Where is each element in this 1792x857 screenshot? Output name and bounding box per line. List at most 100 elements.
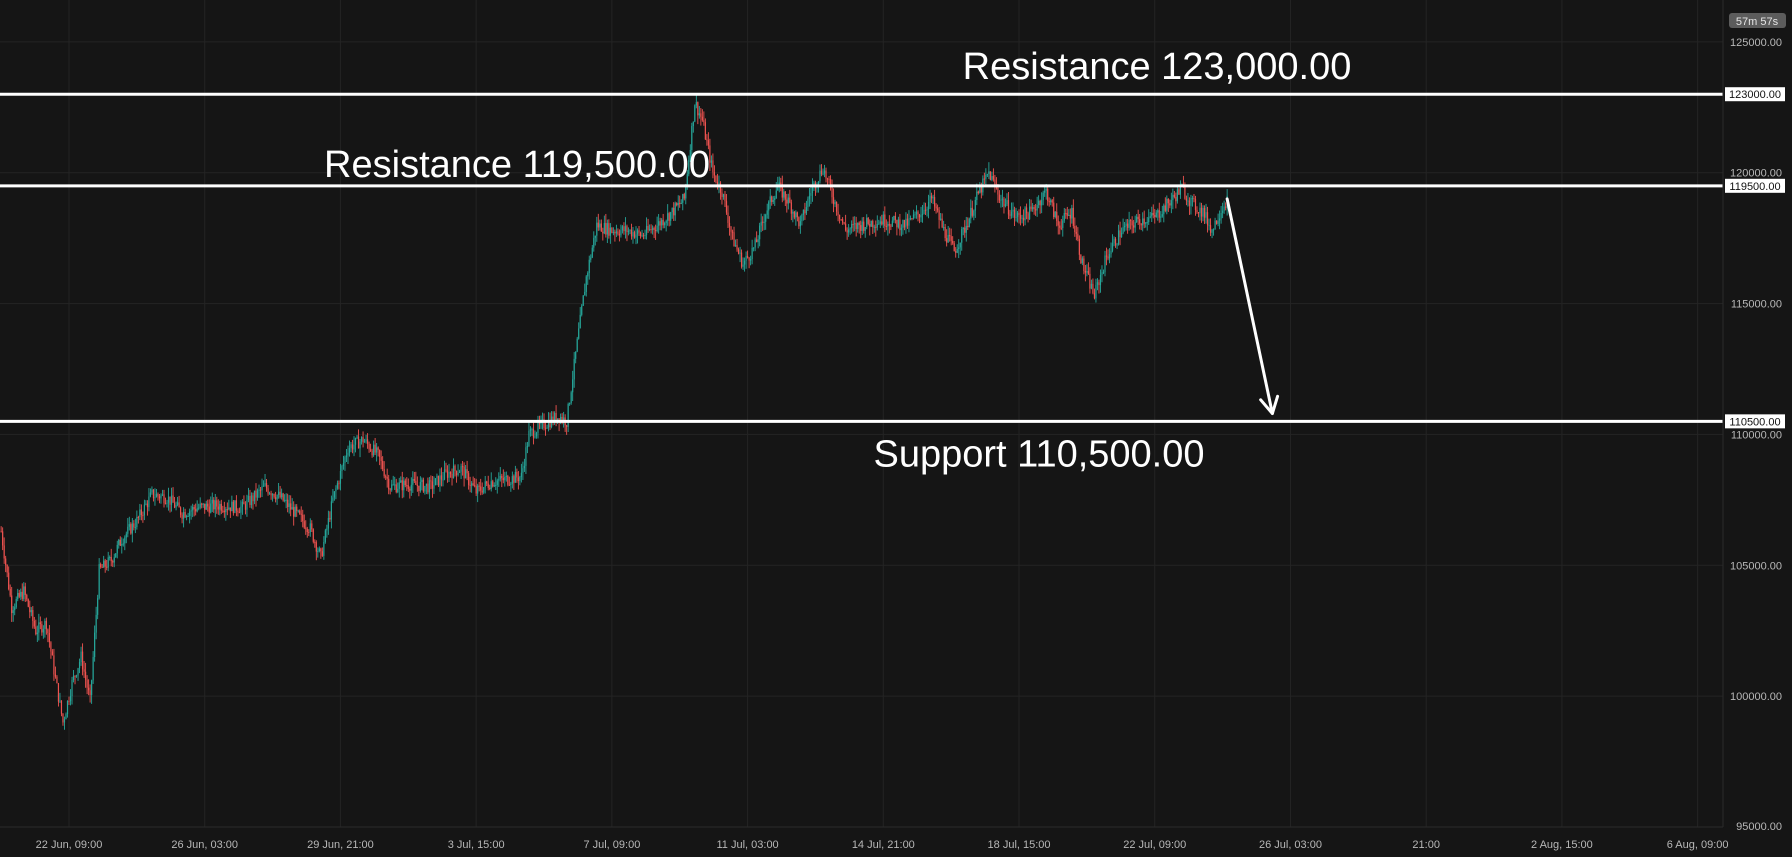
candle-body [1145,222,1147,224]
price-axis[interactable]: 125000.00 120000.00 115000.00 110000.00 1050… [1730,37,1782,833]
candle-body [342,463,345,466]
candle-body [166,502,168,504]
candle-body [926,209,928,211]
candle-body [789,197,791,203]
candle-body [273,494,275,498]
candle-body [952,240,954,244]
candle-body [716,181,719,187]
candle-body [256,490,259,498]
candle-body [689,150,691,160]
candle-body [1081,258,1083,264]
candle-body [318,548,320,552]
candle-body [499,475,501,480]
candle-body [1000,199,1002,201]
candle-body [314,541,316,543]
candle-body [1176,189,1178,202]
candle-body [851,224,853,229]
candle-body [88,687,90,691]
candle-body [317,551,319,553]
candle-body [566,425,568,427]
candle-body [249,496,251,505]
candle-body [281,493,283,498]
candle-body [674,203,676,216]
candle-body [804,209,806,214]
candle-body [216,500,218,507]
candle-body [1127,223,1129,228]
candle-body [27,599,29,607]
candle-body [1122,227,1124,233]
candle-body [452,465,455,478]
candle-body [42,628,44,633]
candle-body [152,489,155,499]
candle-body [406,485,408,487]
candle-body [1143,218,1145,224]
candle-body [1117,230,1120,245]
candle-body [502,478,504,481]
candle-body [1160,216,1162,218]
candle-body [924,209,927,211]
candle-body [679,202,681,204]
candle-body [921,213,924,215]
candle-body [1098,282,1100,286]
candle-body [1035,209,1037,211]
candle-body [680,202,682,204]
level-price-box [1725,178,1785,193]
candle-body [300,513,302,515]
candle-body [336,483,339,489]
candle-body [737,249,740,254]
candle-body [274,497,277,500]
candle-body [312,529,314,542]
candle-body [234,500,236,513]
candle-body [36,632,38,635]
candle-body [1087,271,1090,274]
candle-body [321,551,323,556]
candle-body [1157,210,1159,213]
candle-body [1086,271,1088,273]
candle-body [1205,212,1207,218]
candle-body [543,419,545,429]
candle-body [167,496,170,503]
candle-body [240,506,242,513]
countdown-box [1729,13,1786,28]
candle-body [719,182,722,193]
candle-body [471,483,473,486]
candle-body [626,226,628,233]
candle-body [309,523,311,533]
candle-body [1191,198,1194,200]
candle-body [421,479,423,483]
candle-body [1092,283,1094,294]
candle-body [852,224,854,226]
candle-body [819,170,821,182]
candle-body [1203,207,1206,218]
candle-body [416,484,418,486]
candle-body [290,503,292,510]
candle-body [204,503,206,510]
candle-body [115,553,117,558]
candle-body [1001,198,1004,200]
candle-body [1131,221,1133,226]
time-axis[interactable]: 22 Jun, 09:00 26 Jun, 03:00 29 Jun, 21:00 3… [36,839,1729,851]
candle-body [561,416,563,422]
candle-body [63,719,66,723]
candle-body [409,488,411,491]
candle-body [620,230,622,236]
candle-body [709,145,711,163]
candle-body [897,219,899,228]
candle-body [1166,198,1168,211]
candle-body [1101,272,1103,275]
candle-body [241,501,244,507]
level-price-label: 119500.00 [1729,181,1780,193]
candle-body [955,251,957,253]
candle-body [698,113,700,116]
candle-body [783,191,785,198]
candle-body [265,483,268,489]
candle-body [544,428,547,430]
candle-body [492,481,494,487]
candle-body [113,557,115,563]
candle-body [21,591,23,599]
x-tick-label: 26 Jun, 03:00 [171,839,238,851]
candle-body [1016,212,1019,217]
candle-body [575,351,577,359]
candle-body [802,209,804,215]
